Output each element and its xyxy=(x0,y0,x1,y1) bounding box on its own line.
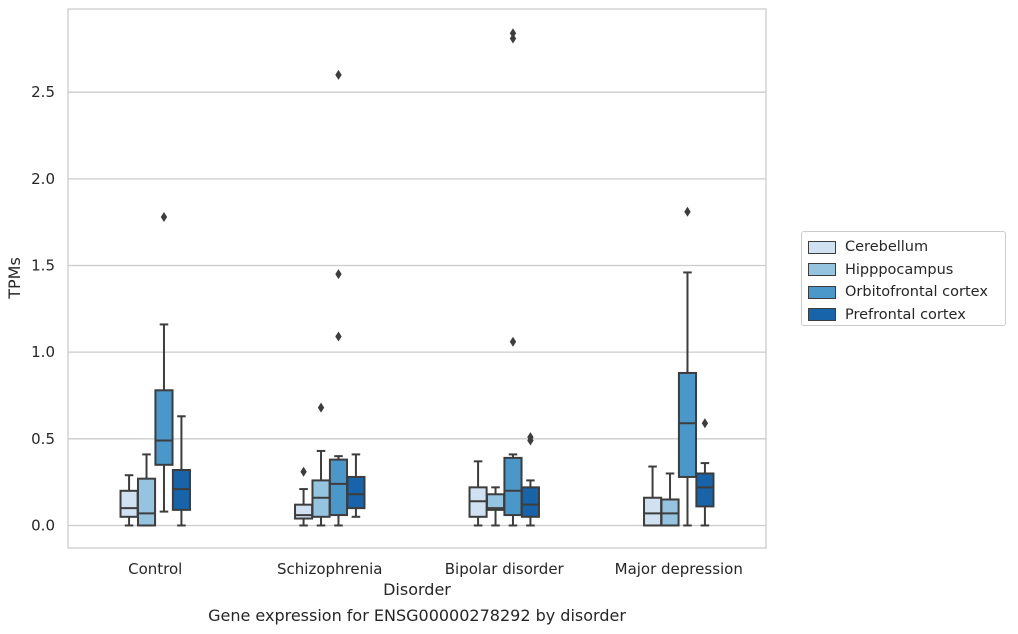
y-tick-labels: 0.0 0.5 1.0 1.5 2.0 2.5 xyxy=(31,83,55,534)
outlier-point xyxy=(509,28,517,39)
legend-swatch-hippocampus xyxy=(808,263,836,277)
y-tick-label: 0.5 xyxy=(31,430,55,448)
legend-label-orbitofrontal-cortex: Orbitofrontal cortex xyxy=(845,284,988,301)
box-cerebellum xyxy=(119,474,139,527)
legend-label-prefrontal-cortex: Prefrontal cortex xyxy=(845,306,966,323)
outlier-point xyxy=(509,33,517,44)
box-prefrontal-cortex xyxy=(171,415,191,527)
x-tick-label: Major depression xyxy=(615,560,743,578)
y-tick-label: 2.0 xyxy=(31,170,55,188)
box-cerebellum xyxy=(294,466,314,527)
box-orbitofrontal-cortex xyxy=(154,211,174,513)
box-body xyxy=(346,475,366,510)
legend-item-cerebellum: Cerebellum xyxy=(808,236,999,259)
legend-label-hippocampus: Hipppocampus xyxy=(845,261,954,278)
y-tick-label: 2.5 xyxy=(31,83,55,101)
box-body xyxy=(119,489,139,518)
legend-swatch-orbitofrontal-cortex xyxy=(808,285,836,299)
box-body xyxy=(294,503,314,520)
legend-item-prefrontal-cortex: Prefrontal cortex xyxy=(808,304,999,327)
box-body xyxy=(136,477,157,527)
box-body xyxy=(643,496,663,527)
box-body xyxy=(328,458,349,517)
legend-item-orbitofrontal-cortex: Orbitofrontal cortex xyxy=(808,281,999,304)
outlier-point xyxy=(160,211,168,222)
legend-item-hippocampus: Hipppocampus xyxy=(808,259,999,282)
box-cerebellum xyxy=(643,465,663,527)
box-body xyxy=(695,472,715,508)
box-hipppocampus xyxy=(485,486,506,527)
box-prefrontal-cortex xyxy=(520,432,540,527)
box-hipppocampus xyxy=(311,402,331,527)
x-tick-labels: Control Schizophrenia Bipolar disorder Majo… xyxy=(128,560,743,578)
y-tick-label: 1.5 xyxy=(31,257,55,275)
legend-swatch-cerebellum xyxy=(808,240,836,254)
y-axis-label: TPMs xyxy=(5,257,24,300)
box-prefrontal-cortex xyxy=(695,418,715,527)
outlier-point xyxy=(335,69,342,80)
outlier-point xyxy=(317,402,325,413)
legend-swatch-prefrontal-cortex xyxy=(808,308,836,322)
box-orbitofrontal-cortex xyxy=(503,28,523,527)
x-tick-label: Bipolar disorder xyxy=(445,560,565,578)
box-body xyxy=(503,456,523,517)
y-tick-label: 1.0 xyxy=(31,343,55,361)
outlier-point xyxy=(335,331,342,342)
box-body xyxy=(520,486,540,518)
box-cerebellum xyxy=(468,460,488,527)
x-axis-label: Disorder xyxy=(383,580,451,599)
y-tick-label: 0.0 xyxy=(31,516,55,534)
outlier-point xyxy=(300,466,307,477)
outlier-point xyxy=(509,336,517,347)
legend-label-cerebellum: Cerebellum xyxy=(845,239,929,256)
outlier-point xyxy=(684,206,691,217)
box-prefrontal-cortex xyxy=(346,453,366,518)
outlier-point xyxy=(701,418,709,429)
box-orbitofrontal-cortex xyxy=(328,69,349,527)
axes-frame xyxy=(67,8,767,549)
legend: Cerebellum Hipppocampus Orbitofrontal co… xyxy=(801,231,1006,326)
box-orbitofrontal-cortex xyxy=(677,206,698,527)
x-tick-label: Schizophrenia xyxy=(277,560,382,578)
plot-area xyxy=(119,28,715,527)
chart-caption: Gene expression for ENSG00000278292 by d… xyxy=(208,606,626,625)
box-body xyxy=(677,371,698,478)
box-hipppocampus xyxy=(136,453,157,527)
outlier-point xyxy=(527,432,534,443)
box-hipppocampus xyxy=(660,472,680,527)
outlier-point xyxy=(335,269,342,280)
box-body xyxy=(154,389,174,466)
x-tick-label: Control xyxy=(128,560,182,578)
